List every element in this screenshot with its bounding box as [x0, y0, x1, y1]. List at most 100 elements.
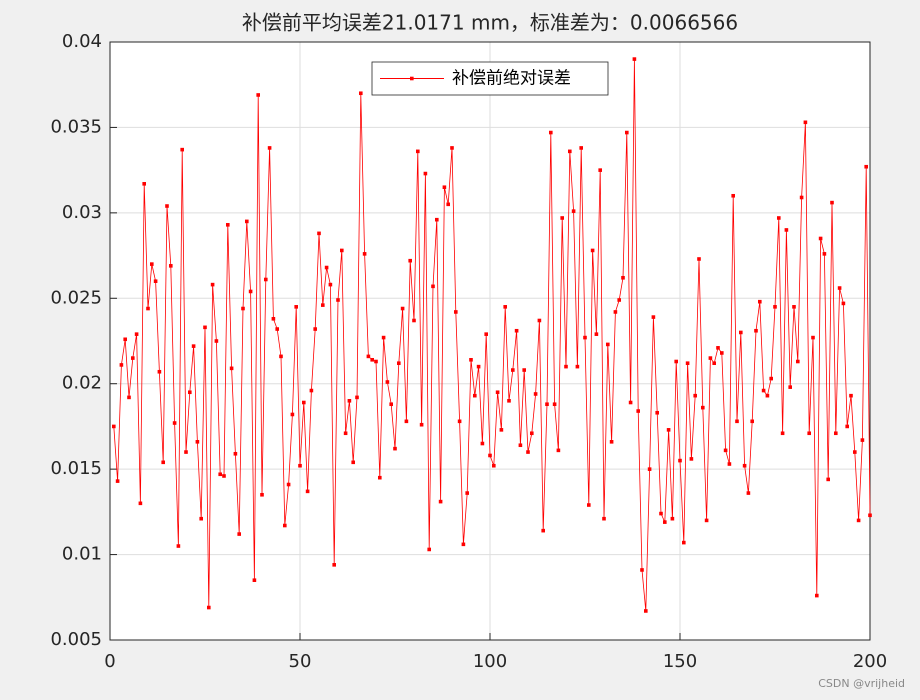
data-marker — [765, 393, 770, 398]
data-marker — [583, 335, 587, 340]
data-marker — [180, 147, 184, 152]
data-marker — [218, 472, 222, 477]
y-tick-label: 0.015 — [50, 458, 102, 479]
data-marker — [697, 257, 701, 261]
data-marker — [575, 364, 580, 369]
data-marker — [621, 275, 625, 280]
data-marker — [427, 547, 431, 552]
data-marker — [165, 204, 169, 208]
data-marker — [701, 405, 705, 410]
data-marker — [438, 499, 443, 504]
data-marker — [454, 310, 458, 314]
data-marker — [727, 462, 732, 466]
data-marker — [594, 332, 599, 336]
data-marker — [309, 388, 314, 393]
x-tick-label: 150 — [663, 651, 697, 672]
data-marker — [689, 457, 694, 461]
data-marker — [146, 306, 150, 311]
y-tick-label: 0.03 — [62, 202, 102, 223]
data-marker — [389, 402, 393, 407]
data-marker — [267, 146, 272, 150]
data-marker — [720, 351, 724, 355]
data-marker — [780, 431, 785, 436]
data-marker — [868, 513, 872, 518]
data-marker — [750, 419, 754, 424]
data-marker — [606, 342, 610, 347]
data-marker — [252, 578, 257, 582]
data-marker — [408, 258, 412, 263]
x-tick-label: 200 — [853, 651, 887, 672]
data-marker — [271, 316, 276, 321]
data-marker — [131, 356, 135, 360]
data-marker — [590, 248, 595, 253]
data-marker — [659, 511, 663, 516]
data-marker — [461, 542, 466, 547]
data-marker — [636, 409, 640, 413]
data-marker — [446, 202, 450, 207]
data-marker — [172, 421, 177, 425]
data-marker — [412, 318, 416, 323]
data-marker — [647, 467, 652, 471]
data-marker — [184, 450, 188, 454]
data-marker — [587, 503, 591, 507]
data-marker — [127, 395, 131, 400]
data-marker — [214, 339, 219, 343]
data-marker — [123, 337, 127, 342]
data-marker — [560, 216, 564, 220]
data-marker — [522, 368, 526, 372]
data-marker — [495, 390, 500, 395]
data-marker — [199, 516, 203, 521]
data-marker — [226, 223, 230, 227]
data-marker — [260, 492, 264, 497]
data-marker — [556, 448, 561, 453]
data-marker — [644, 609, 648, 613]
y-tick-label: 0.005 — [50, 629, 102, 650]
data-marker — [442, 185, 447, 190]
data-marker — [473, 393, 477, 398]
data-marker — [457, 419, 462, 424]
data-marker — [746, 491, 751, 495]
data-marker — [815, 593, 819, 598]
data-marker — [302, 400, 306, 405]
data-marker — [712, 361, 716, 366]
data-marker — [564, 364, 568, 369]
data-marker — [241, 306, 245, 311]
data-marker — [511, 368, 515, 372]
data-marker — [796, 359, 800, 364]
data-marker — [818, 236, 823, 241]
data-marker — [256, 93, 260, 97]
data-marker — [773, 305, 777, 309]
data-marker — [404, 419, 409, 424]
data-marker — [119, 363, 124, 367]
data-marker — [845, 424, 849, 429]
data-marker — [450, 146, 454, 150]
data-marker — [374, 359, 378, 364]
data-marker — [822, 252, 827, 256]
data-marker — [609, 440, 614, 444]
data-marker — [290, 412, 295, 417]
y-tick-label: 0.01 — [62, 544, 102, 565]
data-marker — [640, 568, 644, 572]
data-marker — [176, 544, 181, 548]
data-marker — [191, 344, 196, 348]
data-marker — [754, 328, 758, 333]
data-marker — [856, 518, 861, 523]
y-tick-label: 0.035 — [50, 116, 102, 137]
data-marker — [385, 380, 390, 384]
data-marker — [651, 315, 656, 319]
data-marker — [617, 298, 621, 302]
data-marker — [777, 216, 781, 220]
data-marker — [476, 364, 481, 369]
data-marker — [324, 265, 329, 270]
data-marker — [670, 516, 675, 521]
chart-title: 补偿前平均误差21.0171 mm，标准差为：0.0066566 — [242, 11, 738, 35]
data-marker — [237, 532, 241, 536]
data-marker — [545, 402, 549, 407]
data-marker — [666, 428, 671, 432]
data-marker — [275, 327, 279, 331]
data-marker — [503, 305, 507, 309]
data-marker — [602, 516, 606, 521]
legend-marker — [410, 76, 414, 81]
data-marker — [343, 431, 348, 436]
data-marker — [849, 393, 853, 398]
